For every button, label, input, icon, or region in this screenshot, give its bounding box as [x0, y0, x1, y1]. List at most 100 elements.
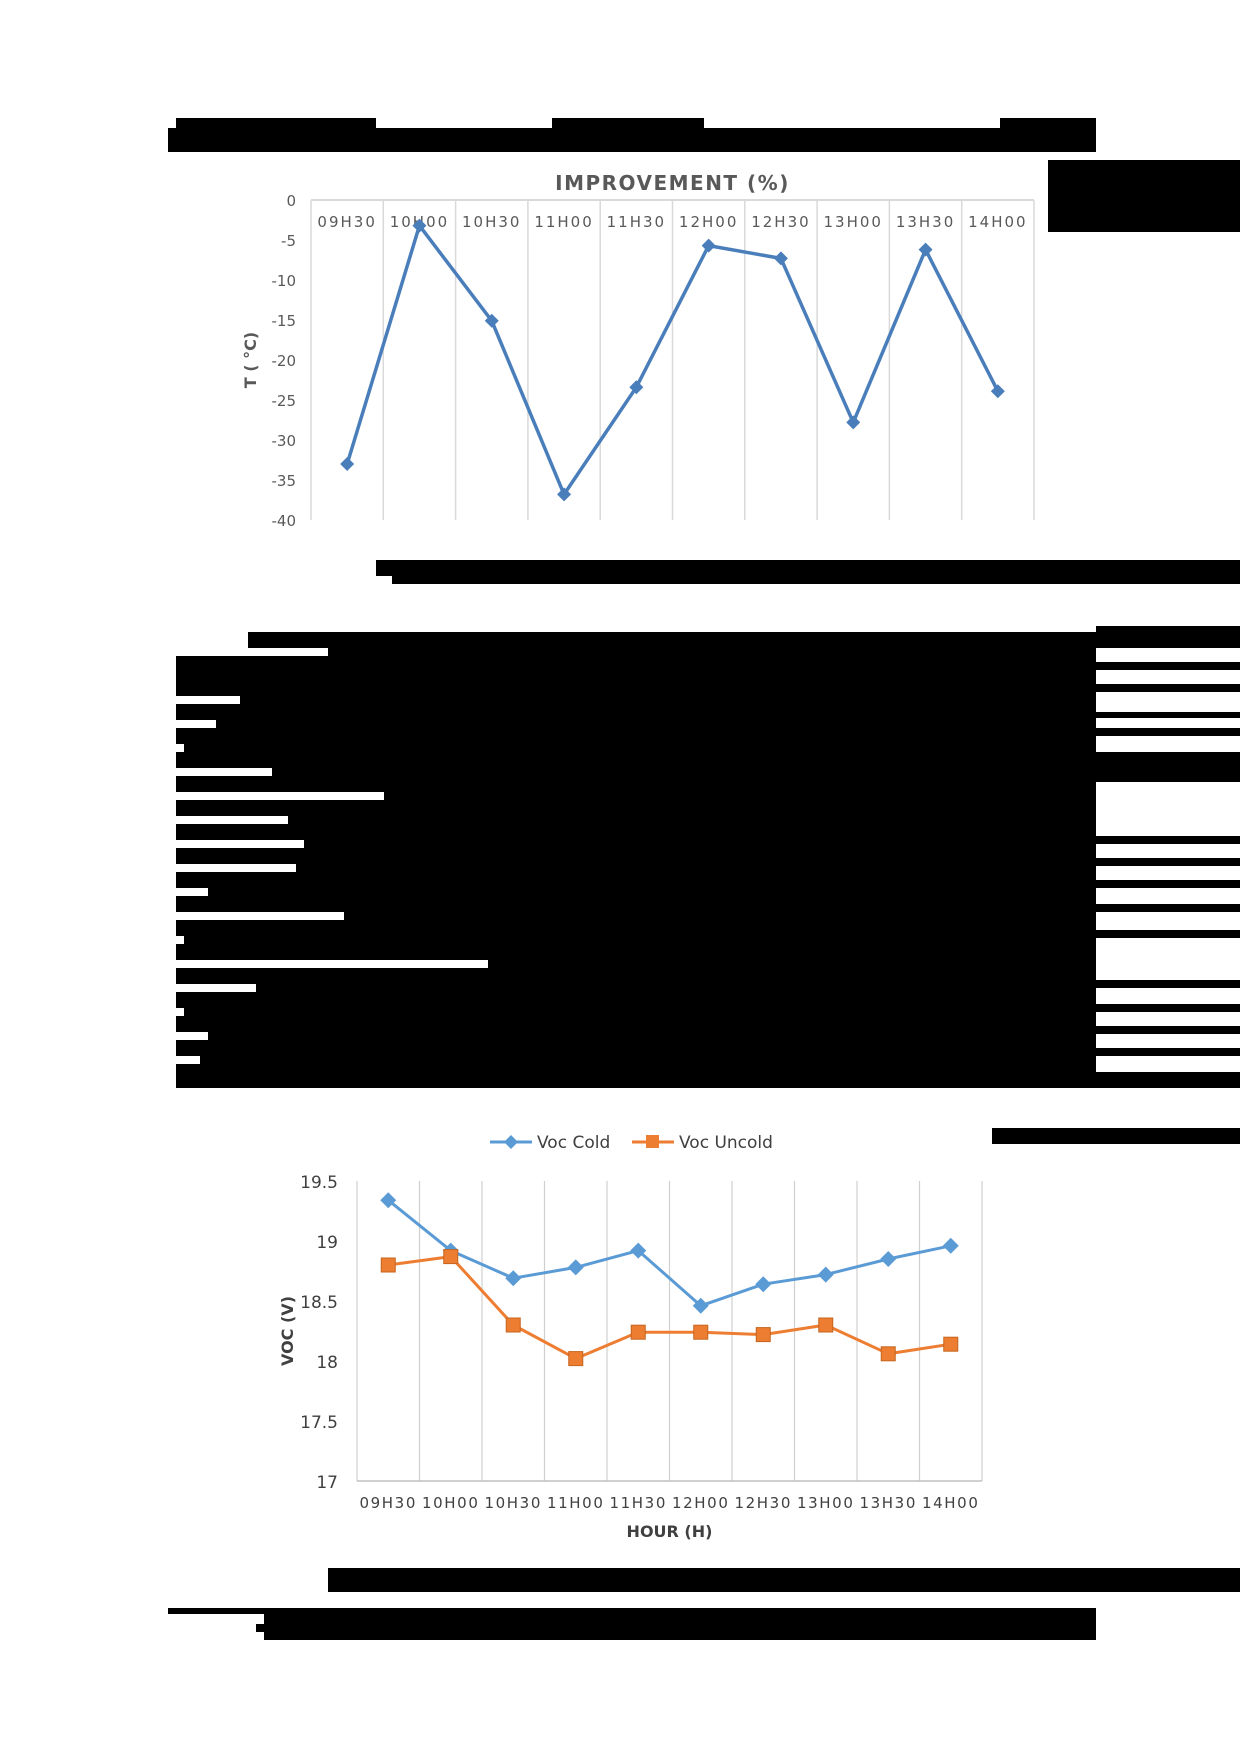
diamond-marker	[880, 1251, 897, 1267]
square-marker	[880, 1346, 896, 1362]
diamond-marker	[773, 251, 788, 266]
y-tick-label: -30	[272, 432, 297, 450]
redacted-text-line	[176, 824, 1096, 840]
y-tick-label: 18	[316, 1353, 338, 1373]
redacted-text-line	[272, 768, 1096, 776]
x-tick-label: 11H00	[534, 213, 593, 231]
x-axis-label: HOUR (H)	[627, 1522, 713, 1541]
redacted-text-line	[176, 752, 1096, 768]
diamond-marker	[380, 1192, 397, 1209]
x-tick-label: 14H00	[968, 213, 1027, 231]
diamond-marker	[942, 1237, 959, 1254]
y-tick-label: 19.5	[300, 1173, 338, 1193]
x-tick-label: 11H30	[607, 213, 666, 231]
x-tick-label: 11H00	[547, 1494, 604, 1512]
x-tick-label: 12H30	[735, 1494, 792, 1512]
redacted-figure2-caption	[328, 1568, 1240, 1592]
redacted-paragraph	[264, 1608, 1096, 1640]
x-tick-label: 14H00	[922, 1494, 979, 1512]
redacted-text-line	[384, 792, 1096, 800]
redacted-text-line	[176, 992, 1096, 1008]
redacted-text-line	[176, 704, 1096, 720]
square-marker	[443, 1249, 459, 1265]
x-tick-label: 13H00	[797, 1494, 854, 1512]
x-tick-label: 09H30	[360, 1494, 417, 1512]
redacted-text-line	[1096, 904, 1240, 912]
redacted-text-line	[184, 1008, 1096, 1016]
x-tick-label: 13H30	[896, 213, 955, 231]
diamond-marker	[340, 457, 355, 471]
x-tick-label: 12H30	[751, 213, 810, 231]
voc-line-chart: Voc Cold Voc Uncold 19.5 19 18.5 18 17.5 17 09H3…	[278, 1133, 983, 1541]
redacted-text-line	[240, 672, 1096, 680]
diamond-marker	[692, 1297, 709, 1314]
y-tick-label: 17.5	[300, 1413, 338, 1433]
legend-square-icon	[646, 1135, 659, 1148]
y-tick-label: 19	[316, 1233, 338, 1253]
square-marker	[693, 1324, 709, 1340]
legend-label-uncold: Voc Uncold	[679, 1133, 773, 1153]
diamond-marker	[412, 218, 427, 233]
chart-title: IMPROVEMENT (%)	[555, 171, 790, 195]
redacted-text-line	[1096, 858, 1240, 866]
redacted-text-line	[208, 1032, 1096, 1040]
y-tick-label: -10	[272, 272, 297, 290]
redacted-text-line	[248, 632, 1096, 648]
redacted-text-line	[176, 848, 1096, 864]
legend: Voc Cold Voc Uncold	[490, 1133, 773, 1153]
redacted-text-line	[176, 1064, 1096, 1080]
redacted-text-line	[1096, 640, 1240, 648]
redacted-text-line	[200, 1056, 1096, 1064]
y-tick-label: 0	[286, 192, 296, 210]
y-tick-label: -35	[272, 472, 297, 490]
square-marker	[505, 1317, 521, 1333]
diamond-marker	[918, 242, 933, 257]
y-tick-label: -15	[272, 312, 297, 330]
redacted-text-line	[1096, 712, 1240, 718]
redacted-text-line	[1096, 980, 1240, 988]
redacted-text-line	[208, 888, 1096, 896]
redacted-figure1-caption	[376, 560, 1240, 576]
square-marker	[568, 1351, 584, 1367]
redacted-text-line	[1096, 752, 1240, 782]
square-marker	[943, 1336, 959, 1352]
y-tick-label: -20	[272, 352, 297, 370]
redacted-heading	[552, 118, 704, 130]
redacted-text-line	[1096, 626, 1240, 640]
y-axis-label: T ( °C)	[241, 332, 260, 388]
redacted-heading	[168, 128, 1096, 152]
diamond-marker	[484, 313, 499, 328]
redacted-text-line	[176, 728, 1096, 744]
redacted-text-line	[184, 936, 1096, 944]
redacted-heading	[280, 118, 376, 130]
redacted-text-line	[1096, 930, 1240, 938]
y-tick-label: -25	[272, 392, 297, 410]
diamond-marker	[505, 1270, 522, 1287]
legend-diamond-icon	[504, 1135, 518, 1149]
diamond-marker	[846, 415, 861, 430]
diamond-marker	[557, 487, 572, 502]
y-tick-label: 18.5	[300, 1293, 338, 1313]
diamond-marker	[755, 1276, 772, 1293]
redacted-text-line	[1096, 1072, 1240, 1088]
redacted-text-line	[176, 1080, 424, 1088]
redacted-text-line	[288, 816, 1096, 824]
series-line-uncold	[388, 1255, 951, 1361]
redacted-side-block	[1048, 160, 1240, 232]
redacted-text-line	[1096, 728, 1240, 736]
x-tick-label: 10H00	[422, 1494, 479, 1512]
redacted-text-line	[176, 896, 1096, 912]
redacted-text-line	[424, 1080, 1240, 1088]
square-marker	[380, 1257, 396, 1273]
redacted-text-line	[176, 968, 1096, 984]
series-line	[345, 223, 1000, 497]
redacted-text-line	[176, 872, 1096, 888]
redacted-text-line	[1096, 880, 1240, 888]
diamond-marker	[567, 1259, 584, 1276]
redacted-figure1-caption	[392, 576, 1240, 584]
diamond-marker	[630, 1242, 647, 1259]
redacted-text-line	[1096, 662, 1240, 670]
x-tick-label: 10H30	[462, 213, 521, 231]
redacted-text-line	[176, 776, 1096, 792]
redacted-text-line	[216, 720, 1096, 728]
